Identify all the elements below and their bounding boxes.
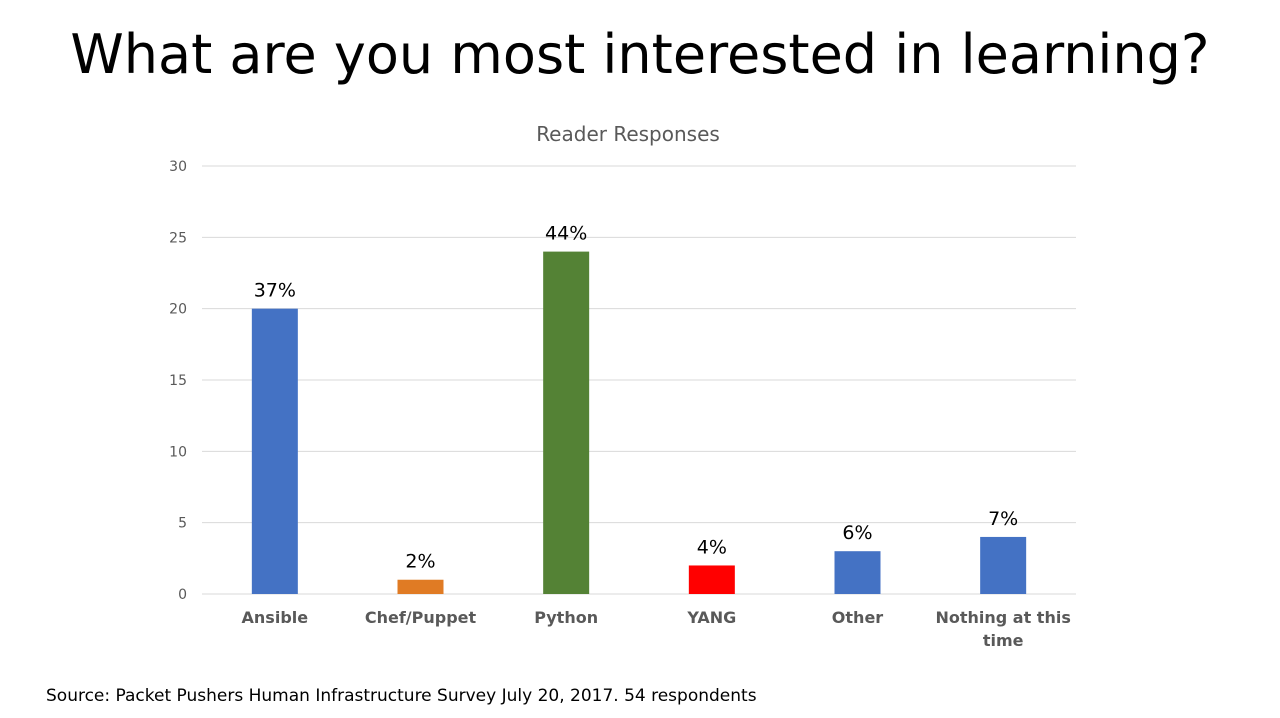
data-label: 37% bbox=[254, 280, 296, 302]
y-tick-label: 30 bbox=[169, 159, 187, 175]
data-label: 7% bbox=[988, 508, 1018, 530]
data-label: 2% bbox=[405, 551, 435, 573]
data-label: 4% bbox=[697, 536, 727, 558]
bar-chart: Reader Responses 0 5 10 15 20 25 30 37% Ansible 2%… bbox=[169, 122, 1076, 650]
category-label: Python bbox=[534, 608, 598, 627]
slide-title: What are you most interested in learning… bbox=[70, 23, 1210, 86]
bar-chef-puppet bbox=[397, 579, 444, 594]
category-label: Nothing at this time bbox=[935, 608, 1070, 650]
bar-python bbox=[543, 251, 590, 594]
data-label: 44% bbox=[545, 223, 587, 245]
bar-ansible bbox=[251, 308, 298, 594]
category-label-line: time bbox=[983, 631, 1024, 650]
y-tick-label: 15 bbox=[169, 373, 187, 389]
bar-nothing-at-this-time bbox=[980, 536, 1027, 594]
source-note: Source: Packet Pushers Human Infrastruct… bbox=[46, 686, 757, 706]
category-label-line: Nothing at this bbox=[935, 608, 1070, 627]
y-tick-label: 25 bbox=[169, 230, 187, 246]
category-label: YANG bbox=[686, 608, 736, 627]
category-label: Ansible bbox=[242, 608, 309, 627]
category-label: Chef/Puppet bbox=[365, 608, 477, 627]
data-label: 6% bbox=[842, 522, 872, 544]
chart-title: Reader Responses bbox=[536, 122, 720, 146]
bar-yang bbox=[688, 565, 735, 594]
bar-other bbox=[834, 551, 881, 594]
y-tick-label: 10 bbox=[169, 444, 187, 460]
y-tick-label: 0 bbox=[178, 587, 187, 603]
y-tick-label: 5 bbox=[178, 516, 187, 532]
category-label: Other bbox=[832, 608, 883, 627]
y-tick-label: 20 bbox=[169, 302, 187, 318]
